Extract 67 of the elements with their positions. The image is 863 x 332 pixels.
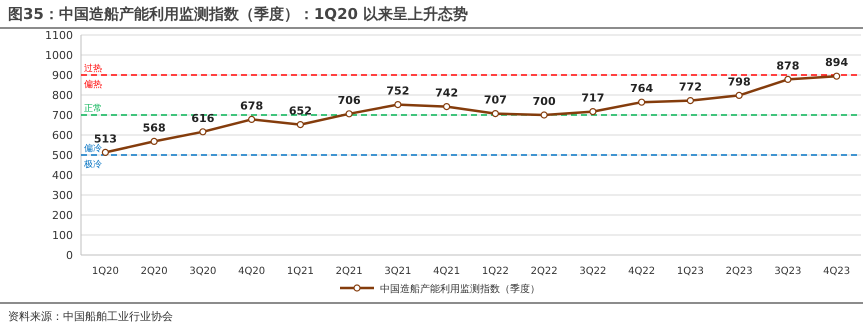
data-label: 700 [532,95,556,108]
data-label: 894 [825,56,848,70]
y-tick-label: 700 [52,109,73,122]
legend-label: 中国造船产能利用监测指数（季度） [380,283,540,295]
y-tick-label: 900 [52,69,73,82]
data-label: 568 [142,121,166,134]
point [102,148,109,156]
data-label: 798 [728,75,751,88]
point [540,111,548,119]
x-tick-label: 1Q23 [676,266,704,277]
ref-line-label: 偏冷 [84,143,102,154]
x-tick-label: 1Q21 [286,266,314,277]
point [589,108,596,116]
data-label: 616 [191,112,215,125]
point [150,138,158,145]
chart-title: 图35：中国造船产能利用监测指数（季度）：1Q20 以来呈上升态势 [8,5,468,23]
data-label: 878 [776,59,800,72]
x-tick-label: 4Q22 [628,266,656,277]
ref-line-label: 过热 [84,63,102,74]
data-label: 742 [435,86,458,100]
data-label: 717 [581,92,604,105]
x-tick-label: 2Q21 [336,266,363,277]
x-tick-label: 4Q20 [238,266,266,277]
y-tick-label: 100 [52,229,73,242]
y-tick-label: 400 [52,169,73,182]
point [736,92,743,99]
point [784,76,792,83]
y-tick-label: 1000 [45,49,73,62]
point [296,121,304,128]
data-label: 772 [678,80,702,94]
x-tick-label: 3Q23 [774,266,802,277]
data-label: 706 [338,94,361,107]
x-tick-label: 4Q21 [433,266,460,277]
data-label: 678 [240,99,264,112]
annotation: 偏热 [84,79,102,90]
y-tick-label: 600 [52,129,73,142]
y-tick-label: 800 [52,89,73,102]
x-tick-label: 4Q23 [823,266,850,277]
data-label: 752 [386,84,410,98]
x-tick-label: 2Q22 [530,266,558,277]
point [492,110,499,118]
y-tick-label: 300 [52,189,73,202]
y-tick-label: 500 [52,149,73,162]
point [248,116,256,123]
data-label: 764 [630,82,654,96]
point [443,103,450,110]
x-tick-label: 2Q20 [140,266,168,277]
x-tick-label: 3Q20 [189,266,216,277]
x-tick-label: 1Q22 [482,266,509,277]
point [638,98,646,106]
point [346,110,353,118]
point [394,101,402,108]
x-tick-label: 2Q23 [726,266,753,277]
data-label: 707 [484,94,507,107]
y-tick-label: 200 [52,209,73,222]
annotation: 极冷 [83,159,102,170]
x-tick-label: 3Q21 [384,266,412,277]
text: 资料来源：中国船舶工业行业协会 [8,310,173,323]
x-tick-label: 1Q20 [92,266,119,277]
ref-line-label: 正常 [84,103,102,114]
data-label: 652 [288,104,312,118]
point [199,128,206,136]
y-tick-label: 0 [66,249,73,262]
point [833,72,840,80]
y-tick-label: 1100 [45,29,73,42]
x-tick-label: 3Q22 [579,266,606,277]
point [686,97,694,104]
